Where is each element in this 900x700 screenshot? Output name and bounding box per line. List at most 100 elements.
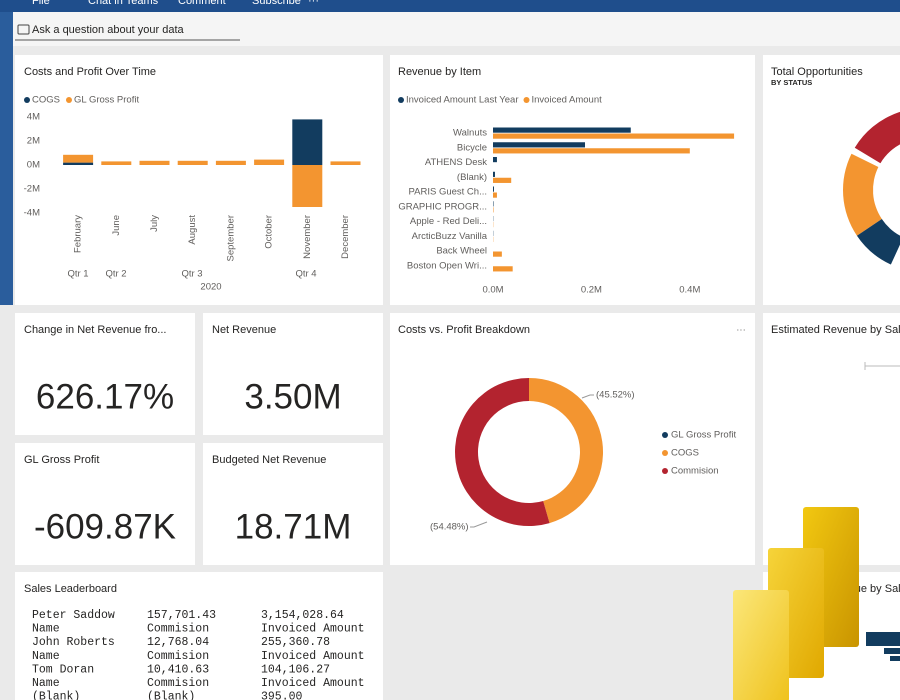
y-tick-label: (Blank) — [457, 172, 487, 183]
card[interactable] — [203, 443, 383, 565]
tile[interactable] — [15, 55, 383, 305]
y-tick-label: GRAPHIC PROGR... — [398, 201, 487, 212]
table-cell: Peter Saddow — [32, 609, 115, 622]
table-cell: Name — [32, 623, 60, 636]
card-title: Net Revenue — [212, 324, 276, 336]
x-tick-label: February — [73, 215, 84, 253]
legend-dot — [523, 97, 530, 103]
group-label: Qtr 3 — [181, 269, 202, 280]
card-title: GL Gross Profit — [24, 454, 99, 466]
card-value: 18.71M — [235, 507, 352, 546]
legend-dot — [398, 97, 404, 103]
bar — [493, 142, 586, 148]
qna-placeholder[interactable]: Ask a question about your data — [32, 24, 185, 36]
table-cell: 157,701.43 — [147, 609, 216, 622]
toolbar-item[interactable]: ··· — [308, 0, 319, 7]
bar — [493, 186, 494, 192]
legend-label: Invoiced Amount — [532, 95, 603, 106]
y-tick-label: PARIS Guest Ch... — [409, 187, 488, 198]
bar — [215, 160, 246, 165]
card[interactable] — [15, 313, 195, 435]
x-tick-label: August — [187, 215, 198, 245]
y-tick-label: -2M — [24, 184, 40, 195]
toolbar-item[interactable]: Comment — [178, 0, 226, 7]
toolbar-item[interactable]: Subscribe — [252, 0, 301, 7]
bar — [493, 251, 502, 257]
tile-title: Costs and Profit Over Time — [24, 66, 156, 78]
x-tick-label: 0.0M — [482, 285, 503, 296]
group-title: 2020 — [200, 282, 221, 293]
logo-bar — [733, 590, 789, 700]
y-tick-label: Back Wheel — [436, 246, 487, 257]
legend-label: GL Gross Profit — [671, 430, 736, 441]
table-cell: Invoiced Amount — [261, 623, 365, 636]
data-label: (45.52%) — [596, 390, 635, 401]
group-label: Qtr 2 — [105, 269, 126, 280]
qna-icon — [17, 24, 30, 35]
decor-arc — [854, 111, 900, 164]
bar — [254, 159, 285, 165]
table-cell: 12,768.04 — [147, 636, 209, 649]
table-cell: Name — [32, 650, 60, 663]
y-tick-label: ArcticBuzz Vanilla — [412, 231, 488, 242]
x-tick-label: October — [264, 215, 275, 249]
legend-dot — [662, 468, 668, 474]
tile[interactable] — [390, 55, 755, 305]
table-cell: (Blank) — [147, 691, 195, 700]
legend-dot — [662, 450, 668, 456]
tile[interactable] — [763, 55, 900, 305]
table-cell: 3,154,028.64 — [261, 609, 344, 622]
card[interactable] — [203, 313, 383, 435]
decor-bar — [890, 656, 900, 661]
card-title: Change in Net Revenue fro... — [24, 324, 166, 336]
tile-title: Revenue by Item — [398, 66, 481, 78]
y-tick-label: ATHENS Desk — [425, 157, 487, 168]
table-cell: Invoiced Amount — [261, 650, 365, 663]
legend-label: COGS — [671, 448, 699, 459]
table-cell: 10,410.63 — [147, 663, 209, 676]
y-tick-label: 0M — [27, 160, 40, 171]
table-cell: John Roberts — [32, 636, 115, 649]
leader-line — [470, 521, 488, 528]
table-cell: 395.00 — [261, 691, 303, 700]
toolbar — [0, 0, 900, 12]
table-cell: Commision — [147, 623, 209, 636]
decor-arc — [843, 153, 882, 236]
bar — [292, 165, 323, 207]
table-cell: Commision — [147, 677, 209, 690]
bar — [493, 157, 497, 163]
legend-dot — [662, 432, 668, 438]
bar — [493, 266, 513, 272]
powerbi-logo — [733, 507, 859, 700]
bar — [63, 154, 94, 163]
tile-subtitle: BY STATUS — [771, 78, 812, 87]
bar — [493, 133, 735, 139]
x-tick-label: 0.2M — [581, 285, 602, 296]
y-tick-label: Bicycle — [457, 142, 487, 153]
toolbar-item[interactable]: File — [32, 0, 50, 7]
tile-title: Sales Leaderboard — [24, 583, 117, 595]
toolbar-item[interactable]: Chat in Teams — [88, 0, 159, 7]
y-tick-label: -4M — [24, 208, 40, 219]
tile[interactable] — [390, 313, 755, 565]
donut-slice — [529, 378, 604, 524]
bar — [493, 127, 631, 133]
y-tick-label: Walnuts — [453, 128, 487, 139]
bar — [493, 148, 690, 154]
card-value: 626.17% — [36, 377, 174, 416]
group-label: Qtr 4 — [295, 269, 316, 280]
tile-title: Estimated Revenue by Sales — [771, 324, 900, 336]
y-tick-label: Apple - Red Deli... — [410, 216, 487, 227]
group-label: Qtr 1 — [67, 269, 88, 280]
legend-label: COGS — [32, 95, 60, 106]
table-cell: Name — [32, 677, 60, 690]
x-tick-label: December — [340, 215, 351, 259]
legend-label: GL Gross Profit — [74, 95, 139, 106]
decor-bar — [884, 648, 900, 654]
table-cell: 104,106.27 — [261, 663, 330, 676]
legend-dot — [65, 97, 72, 103]
card[interactable] — [15, 443, 195, 565]
tile[interactable] — [15, 572, 383, 700]
tile-menu[interactable]: ··· — [736, 325, 746, 336]
